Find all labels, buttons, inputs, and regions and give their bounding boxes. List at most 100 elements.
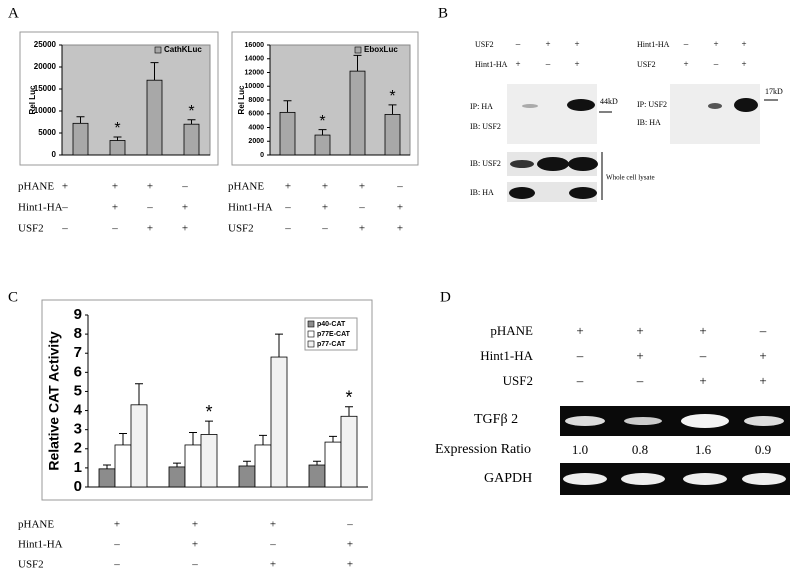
blot-sign: +	[574, 59, 579, 69]
condition-label: pHANE	[490, 323, 533, 338]
condition-sign: –	[146, 202, 153, 214]
condition-sign: +	[182, 223, 188, 235]
condition-sign: –	[113, 559, 120, 571]
y-axis-label: Rel Luc	[28, 85, 37, 114]
bar	[324, 441, 342, 488]
condition-sign: –	[759, 323, 767, 338]
bar	[254, 444, 272, 488]
condition-sign: +	[112, 202, 118, 214]
bar	[349, 70, 366, 156]
band	[734, 98, 758, 112]
y-tick-label: 16000	[245, 42, 265, 49]
condition-sign: +	[322, 202, 328, 214]
band	[563, 473, 607, 485]
band	[683, 473, 727, 485]
error-bar	[189, 432, 197, 445]
condition-sign: +	[347, 559, 353, 571]
blot-sign: +	[683, 59, 688, 69]
bar	[183, 123, 200, 156]
band	[537, 157, 569, 171]
significance-mark: *	[389, 88, 395, 105]
significance-mark: *	[205, 402, 212, 422]
blot-sign: –	[515, 39, 521, 49]
bar	[146, 79, 163, 156]
band	[708, 103, 722, 109]
y-tick-label: 6000	[248, 111, 264, 118]
blot-header: USF2	[637, 60, 656, 69]
condition-sign: –	[284, 202, 291, 214]
y-tick-label: 3	[74, 421, 82, 438]
y-tick-label: 6	[74, 363, 82, 380]
y-axis-label: Rel Luc	[237, 85, 246, 114]
blot-header: Hint1-HA	[637, 40, 670, 49]
condition-sign: +	[62, 181, 68, 193]
blot	[507, 84, 597, 144]
y-tick-label: 4000	[248, 124, 264, 131]
blot-sign: +	[515, 59, 520, 69]
error-bar	[318, 129, 327, 136]
condition-label: pHANE	[18, 181, 54, 193]
condition-sign: +	[114, 519, 120, 531]
blot-sign: –	[713, 59, 719, 69]
bar	[340, 415, 358, 488]
band	[621, 473, 665, 485]
y-tick-label: 10000	[34, 106, 57, 115]
error-bar	[329, 435, 337, 443]
band	[522, 104, 538, 108]
condition-sign: +	[182, 202, 188, 214]
blot-label: IB: HA	[637, 118, 661, 127]
condition-sign: –	[284, 223, 291, 235]
gel-label: TGFβ 2	[474, 412, 518, 427]
condition-sign: +	[699, 323, 706, 338]
bar	[168, 466, 186, 488]
y-tick-label: 5	[74, 382, 82, 399]
condition-sign: –	[346, 519, 353, 531]
gel-label: GAPDH	[484, 471, 532, 486]
bar	[314, 134, 331, 156]
significance-mark: *	[319, 113, 325, 130]
significance-mark: *	[188, 103, 194, 120]
condition-sign: +	[397, 223, 403, 235]
legend-label: p77-CAT	[317, 341, 346, 348]
condition-sign: –	[61, 223, 68, 235]
blot-label: IP: HA	[470, 102, 493, 111]
y-tick-label: 0	[260, 152, 264, 159]
condition-label: USF2	[503, 373, 533, 388]
legend-swatch	[354, 46, 362, 54]
lysate-note: Whole cell lysate	[606, 174, 655, 182]
blot-header: Hint1-HA	[475, 60, 508, 69]
error-bar	[119, 432, 127, 445]
condition-sign: +	[112, 181, 118, 193]
error-bar	[150, 62, 159, 81]
condition-label: Hint1-HA	[18, 202, 63, 214]
y-tick-label: 25000	[34, 40, 57, 49]
expression-ratio: 0.9	[755, 442, 771, 457]
condition-label: pHANE	[18, 519, 54, 531]
panel-label: C	[8, 289, 18, 305]
condition-sign: +	[636, 323, 643, 338]
error-bar	[259, 434, 267, 445]
error-bar	[313, 460, 321, 466]
condition-sign: –	[113, 539, 120, 551]
condition-sign: –	[699, 348, 707, 363]
error-bar	[113, 136, 122, 141]
y-tick-label: 14000	[245, 56, 265, 63]
y-axis-label: Relative CAT Activity	[46, 331, 62, 470]
legend-swatch	[307, 340, 315, 348]
blot-sign: +	[741, 39, 746, 49]
condition-sign: +	[359, 181, 365, 193]
condition-sign: –	[181, 181, 188, 193]
condition-sign: +	[147, 223, 153, 235]
y-tick-label: 2	[74, 440, 82, 457]
band	[744, 416, 784, 426]
condition-sign: –	[636, 373, 644, 388]
condition-sign: –	[396, 181, 403, 193]
condition-sign: +	[359, 223, 365, 235]
condition-sign: +	[759, 373, 766, 388]
condition-sign: +	[397, 202, 403, 214]
y-tick-label: 2000	[248, 138, 264, 145]
legend-label: EboxLuc	[364, 45, 398, 54]
y-tick-label: 0	[74, 478, 82, 495]
error-bar	[275, 333, 283, 358]
condition-sign: –	[358, 202, 365, 214]
